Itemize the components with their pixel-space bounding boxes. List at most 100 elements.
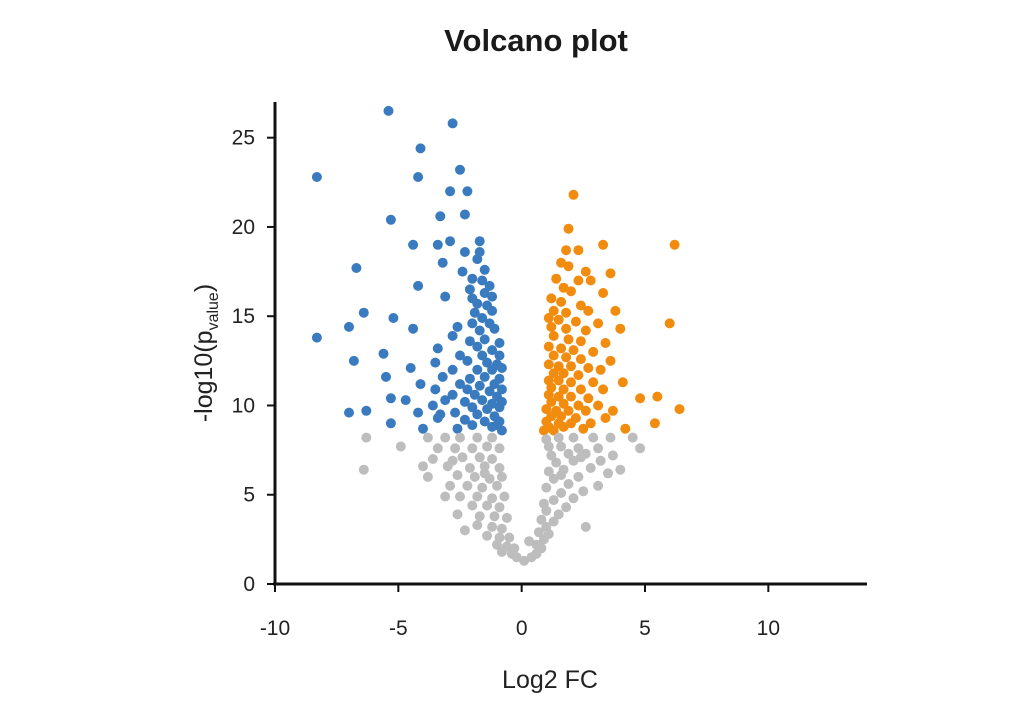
data-point-ns — [595, 455, 606, 466]
data-point-down — [385, 214, 396, 225]
data-point-up — [558, 282, 569, 293]
data-point-up — [605, 355, 616, 366]
data-point-ns — [455, 491, 465, 502]
data-point-ns — [482, 500, 493, 511]
data-point-down — [440, 291, 451, 302]
data-point-down — [457, 266, 468, 277]
data-point-ns — [524, 536, 535, 547]
data-point-up — [674, 404, 685, 415]
data-point-ns — [482, 441, 493, 452]
data-point-down — [464, 284, 475, 295]
y-axis-label: -log10(pvalue) — [190, 284, 222, 422]
data-point-down — [467, 420, 478, 431]
data-point-ns — [494, 463, 505, 473]
data-point-down — [487, 345, 498, 356]
data-point-down — [492, 420, 502, 431]
data-point-up — [600, 413, 611, 423]
data-point-up — [635, 393, 646, 404]
data-point-down — [437, 257, 448, 268]
data-point-up — [546, 321, 557, 332]
data-point-down — [484, 386, 495, 397]
data-point-ns — [543, 466, 554, 477]
data-point-down — [479, 334, 490, 345]
data-point-ns — [541, 434, 552, 445]
data-point-down — [474, 325, 485, 336]
data-point-down — [472, 254, 483, 265]
data-point-up — [598, 288, 609, 298]
data-point-down — [494, 402, 505, 413]
data-point-ns — [440, 432, 451, 443]
data-point-down — [487, 291, 498, 302]
data-point-ns — [432, 443, 443, 454]
data-point-down — [455, 379, 465, 390]
data-point-ns — [472, 491, 483, 502]
data-point-ns — [467, 500, 478, 511]
data-point-down — [378, 348, 389, 359]
data-point-down — [455, 350, 465, 361]
y-axis-label-subscript: value — [205, 292, 222, 330]
data-point-ns — [501, 512, 512, 523]
data-point-up — [553, 314, 564, 325]
data-point-ns — [450, 443, 461, 454]
data-point-up — [543, 359, 554, 370]
data-point-up — [556, 296, 567, 307]
data-point-ns — [548, 495, 559, 506]
data-point-ns — [519, 555, 530, 566]
data-point-up — [548, 425, 559, 436]
data-point-ns — [496, 546, 507, 557]
data-point-down — [385, 393, 396, 404]
data-point-ns — [585, 463, 596, 473]
data-point-up — [563, 223, 574, 234]
data-point-up — [583, 393, 594, 404]
data-point-up — [580, 266, 591, 277]
data-point-down — [472, 298, 483, 309]
data-point-up — [580, 405, 591, 416]
data-point-down — [459, 414, 470, 425]
data-point-down — [452, 321, 463, 332]
data-point-up — [605, 268, 616, 279]
x-tick-label: 10 — [757, 617, 780, 640]
data-point-up — [575, 354, 586, 365]
data-point-down — [361, 405, 372, 416]
data-point-down — [496, 384, 507, 395]
data-point-up — [583, 363, 594, 373]
data-point-down — [467, 402, 478, 413]
data-point-down — [489, 379, 500, 390]
data-point-ns — [556, 470, 567, 481]
data-point-up — [593, 400, 604, 411]
x-tick-label: 0 — [516, 617, 528, 640]
data-point-up — [561, 245, 572, 256]
data-point-ns — [531, 539, 542, 550]
data-point-up — [548, 350, 559, 361]
series-ns — [358, 432, 646, 566]
data-point-ns — [427, 454, 438, 464]
y-tick-label: 5 — [243, 484, 255, 507]
data-point-up — [561, 323, 572, 334]
data-point-up — [556, 257, 567, 268]
data-point-down — [388, 313, 399, 323]
data-point-ns — [563, 479, 574, 489]
data-point-down — [462, 384, 473, 395]
data-point-up — [548, 305, 559, 316]
data-point-down — [459, 209, 470, 220]
data-point-up — [558, 368, 569, 379]
data-point-down — [344, 407, 354, 418]
data-point-up — [558, 384, 569, 395]
data-point-up — [541, 404, 552, 415]
data-point-up — [573, 400, 584, 411]
data-point-up — [546, 396, 557, 407]
data-point-up — [617, 377, 628, 388]
data-point-ns — [496, 471, 507, 482]
data-point-down — [479, 264, 490, 275]
data-point-down — [459, 396, 470, 407]
data-point-down — [447, 118, 458, 129]
data-point-down — [430, 384, 441, 395]
data-point-ns — [487, 493, 498, 504]
data-point-up — [607, 405, 618, 416]
data-point-down — [474, 380, 485, 391]
data-point-up — [573, 245, 584, 256]
data-point-down — [435, 211, 446, 222]
data-point-down — [415, 379, 426, 390]
x-tick-label: -10 — [260, 617, 290, 640]
